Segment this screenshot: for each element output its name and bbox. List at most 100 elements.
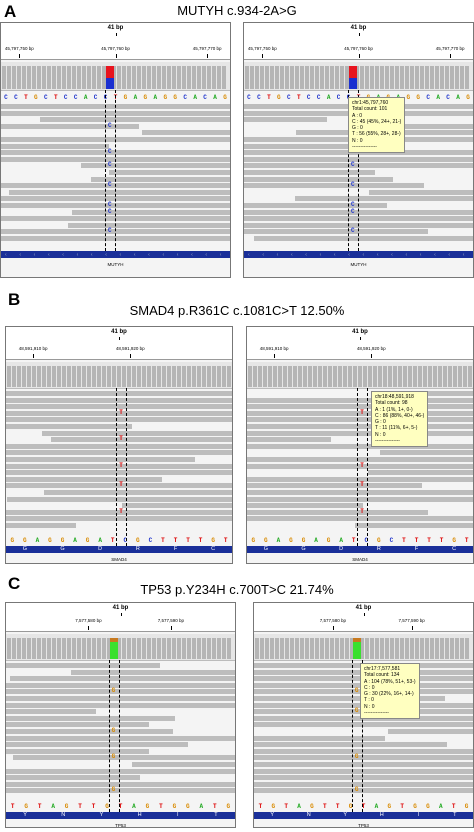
igv-view-smad4-popup[interactable]: 41 bp 48,591,910 bp 48,591,920 bp T T T T G G A G G… — [246, 326, 474, 564]
amino-acid: H — [137, 812, 142, 818]
coverage-bar — [142, 366, 146, 387]
strand-arrow: ‹ — [62, 252, 64, 258]
coverage-bar — [303, 366, 307, 387]
reference-base: G — [264, 537, 268, 544]
coverage-bar — [445, 638, 449, 659]
aligned-read — [6, 715, 176, 721]
igv-view-tp53[interactable]: 41 bp 7,577,580 bp 7,577,590 bp G G G G T G T A G T T… — [5, 602, 236, 828]
aligned-read — [1, 143, 109, 149]
igv-view-tp53-popup[interactable]: 41 bp 7,577,580 bp 7,577,590 bp G G G G T G T A G T T… — [253, 602, 474, 828]
strand-arrow: ‹ — [362, 252, 365, 258]
popup-line: G : 0 — [375, 419, 386, 426]
variant-base: T — [360, 408, 364, 416]
coverage-bar — [440, 66, 444, 89]
coverage-bar — [408, 366, 412, 387]
coverage-bar — [207, 638, 211, 659]
aligned-read — [6, 410, 232, 416]
coverage-bar — [202, 66, 206, 89]
reference-base: C — [426, 94, 430, 101]
coverage-bar — [383, 366, 387, 387]
reference-base: G — [60, 537, 65, 544]
coverage-bar — [17, 638, 21, 659]
amino-acid: D — [339, 546, 344, 552]
coverage-bar — [330, 66, 334, 89]
coverage-bar — [395, 638, 399, 659]
coverage-bar — [42, 66, 46, 89]
coverage-bar — [250, 66, 254, 89]
reference-base: G — [466, 94, 470, 101]
reference-base: A — [73, 537, 77, 544]
strand-arrow: ‹ — [47, 252, 50, 258]
coverage-bar — [415, 638, 419, 659]
variant-base: T — [360, 481, 364, 489]
reference-base: C — [389, 537, 394, 544]
reference-base: G — [48, 537, 52, 544]
coverage-bar — [280, 66, 284, 89]
amino-acid: R — [376, 546, 381, 552]
reference-base: G — [426, 803, 430, 810]
aligned-read — [244, 170, 375, 175]
strand-arrow: ‹ — [276, 252, 279, 258]
aligned-read — [254, 735, 385, 741]
coverage-bar — [420, 638, 424, 659]
aligned-read — [367, 470, 473, 476]
center-tick — [363, 613, 365, 616]
variant-base: T — [119, 461, 123, 469]
center-tick — [119, 337, 120, 340]
coverage-bar — [127, 66, 131, 89]
ruler: 41 bp 7,577,580 bp 7,577,590 bp — [6, 603, 235, 632]
variant-base: G — [354, 753, 359, 761]
variant-base: G — [354, 786, 359, 794]
coverage-bar — [370, 66, 374, 89]
reference-base: G — [406, 94, 411, 101]
igv-view-smad4[interactable]: 41 bp 48,591,910 bp 48,591,920 bp T T T T T G G A G… — [5, 326, 233, 564]
variant-base: G — [111, 687, 116, 695]
reference-base: T — [351, 537, 356, 544]
amino-acid: R — [135, 546, 140, 552]
tick-label: 7,577,580 bp — [319, 618, 346, 623]
coverage-bar — [455, 66, 459, 89]
reference-base: G — [173, 94, 178, 101]
coverage-bar — [300, 638, 304, 659]
coverage-bar — [32, 66, 36, 89]
coverage-bar — [52, 66, 56, 89]
reference-base: C — [4, 94, 8, 101]
aligned-read — [6, 722, 150, 728]
coverage-bar — [390, 638, 394, 659]
aligned-read — [254, 696, 445, 701]
coverage-bar — [295, 66, 299, 89]
aligned-read — [6, 516, 232, 522]
coverage-bar — [147, 366, 151, 387]
aligned-read — [244, 229, 428, 235]
reference-base: A — [213, 94, 217, 101]
coverage-bar — [107, 638, 111, 659]
coverage-bar — [17, 366, 21, 387]
reference-base: T — [296, 94, 301, 101]
aligned-read — [6, 463, 232, 469]
tick-mark — [411, 626, 413, 630]
variant-base: G — [111, 727, 116, 734]
aligned-read — [6, 788, 235, 794]
aligned-read — [247, 516, 473, 522]
reference-base: C — [316, 94, 321, 101]
coverage-bar — [338, 366, 342, 387]
coverage-bar — [27, 366, 31, 387]
gene-track: ‹ ‹ ‹ ‹ ‹ ‹ ‹ ‹ ‹ ‹ ‹ ‹ ‹ ‹ ‹ ‹ — [1, 251, 230, 258]
aligned-read — [365, 123, 473, 129]
variant-base: G — [111, 786, 116, 794]
variant-coverage-bottom — [109, 642, 118, 659]
coverage-bar — [343, 366, 347, 387]
coverage-bar — [157, 638, 161, 659]
aligned-read — [254, 775, 473, 781]
coverage-bar — [177, 638, 181, 659]
coverage-bar — [152, 638, 156, 659]
coverage-bar — [300, 66, 304, 89]
popup-line: C : 86 (88%, 40+, 46-) — [375, 412, 425, 419]
coverage-bar — [270, 638, 274, 659]
coverage-bar — [197, 638, 201, 659]
coverage-bar — [207, 66, 211, 89]
igv-view-mutyh[interactable]: 41 bp 45,797,750 bp 45,797,760 bp 45,797,77… — [0, 22, 231, 278]
igv-view-mutyh-popup[interactable]: 41 bp 45,797,750 bp 45,797,760 bp 45,797,77… — [243, 22, 474, 278]
coverage-bar — [72, 638, 76, 659]
aligned-read — [247, 437, 332, 443]
